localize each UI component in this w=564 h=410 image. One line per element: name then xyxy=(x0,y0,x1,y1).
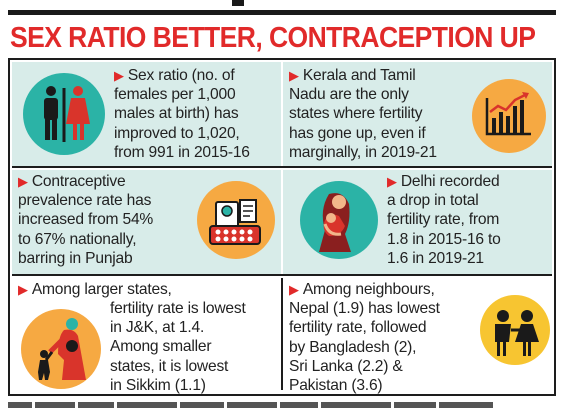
mother-child-icon xyxy=(300,181,378,259)
cell-neighbours: ▶ Among neighbours, Nepal (1.9) has lowes… xyxy=(283,278,552,394)
item-6-lead: Among neighbours, xyxy=(302,281,435,298)
item-5-lead: Among larger states, xyxy=(31,281,172,298)
item-1-lead: Sex ratio (no. of xyxy=(127,67,235,84)
item-2-body: Nadu are the only states where fertility… xyxy=(289,86,437,161)
bar-chart-trend-icon xyxy=(472,79,546,153)
two-children-icon xyxy=(480,295,550,365)
column-divider xyxy=(281,170,283,274)
top-stub xyxy=(232,0,244,6)
bullet-arrow-icon: ▶ xyxy=(387,174,397,189)
item-6-body: Nepal (1.9) has lowest fertility rate, f… xyxy=(289,300,440,395)
item-5-body: fertility rate is lowest in J&K, at 1.4.… xyxy=(110,300,246,394)
row-divider xyxy=(12,166,552,168)
cell-delhi: ▶ Delhi recorded a drop in total fertilit… xyxy=(283,170,552,274)
item-2-text: ▶ Kerala and Tamil Nadu are the only stat… xyxy=(289,66,437,162)
headline: SEX RATIO BETTER, CONTRACEPTION UP xyxy=(10,22,536,54)
cell-sex-ratio: ▶ Sex ratio (no. of females per 1,000 mal… xyxy=(12,62,281,166)
top-rule xyxy=(8,10,556,15)
column-divider xyxy=(281,62,283,166)
item-5-text: ▶ Among larger states, xyxy=(18,280,280,299)
contraceptive-pills-icon xyxy=(197,181,275,259)
mother-walking-child-icon xyxy=(21,309,101,389)
bullet-arrow-icon: ▶ xyxy=(289,282,299,297)
cell-kerala-tn: ▶ Kerala and Tamil Nadu are the only stat… xyxy=(283,62,552,166)
cell-larger-states: ▶ Among larger states, fertility rate is … xyxy=(12,278,281,394)
item-2-lead: Kerala and Tamil xyxy=(302,67,416,84)
bullet-arrow-icon: ▶ xyxy=(114,68,124,83)
item-3-body: prevalence rate has increased from 54% t… xyxy=(18,192,154,267)
item-6-text: ▶ Among neighbours, Nepal (1.9) has lowes… xyxy=(289,280,440,395)
row-divider xyxy=(12,274,552,276)
bullet-arrow-icon: ▶ xyxy=(289,68,299,83)
bullet-arrow-icon: ▶ xyxy=(18,282,28,297)
row-1: ▶ Sex ratio (no. of females per 1,000 mal… xyxy=(12,62,552,166)
infographic-panel: ▶ Sex ratio (no. of females per 1,000 mal… xyxy=(8,58,556,396)
item-3-text: ▶ Contraceptive prevalence rate has incre… xyxy=(18,172,153,268)
item-4-body: a drop in total fertility rate, from 1.8… xyxy=(387,192,501,267)
item-1-body: females per 1,000 males at birth) has im… xyxy=(114,86,250,161)
row-3: ▶ Among larger states, fertility rate is … xyxy=(12,278,552,394)
bullet-arrow-icon: ▶ xyxy=(18,174,28,189)
male-female-restroom-icon xyxy=(23,73,105,155)
cell-contraceptive: ▶ Contraceptive prevalence rate has incre… xyxy=(12,170,281,274)
row-2: ▶ Contraceptive prevalence rate has incre… xyxy=(12,170,552,274)
item-4-text: ▶ Delhi recorded a drop in total fertilit… xyxy=(387,172,501,268)
item-4-lead: Delhi recorded xyxy=(400,173,500,190)
item-3-lead: Contraceptive xyxy=(31,173,126,190)
column-divider xyxy=(281,278,283,390)
cropped-text-fragment xyxy=(8,402,556,410)
item-1-text: ▶ Sex ratio (no. of females per 1,000 mal… xyxy=(114,66,250,162)
